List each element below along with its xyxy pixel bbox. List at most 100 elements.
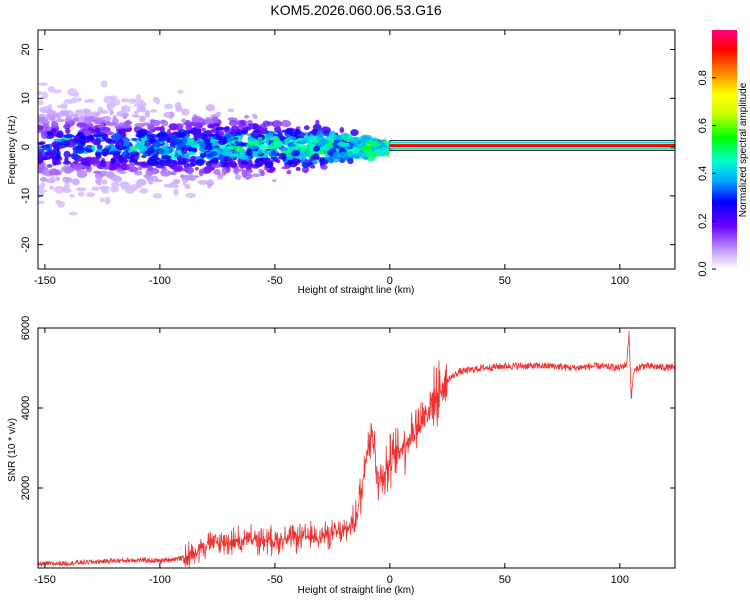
spectrogram-cell — [72, 117, 80, 122]
spectrogram-cell — [287, 143, 296, 148]
spectrogram-cell — [251, 173, 261, 178]
spectrogram-cell — [185, 123, 192, 131]
spectrogram-cell — [247, 171, 252, 179]
spectrogram-cell — [150, 134, 160, 138]
spectrogram-cell — [197, 179, 208, 185]
spectrogram-cell — [106, 103, 116, 109]
spectrogram-cell — [226, 145, 236, 150]
spectrogram-cell — [257, 136, 263, 141]
spectrogram-y-label: Frequency (Hz) — [7, 116, 18, 185]
spectrogram-cell — [97, 106, 104, 114]
spectrogram-cell — [339, 126, 345, 134]
spectrogram-cell — [102, 115, 112, 122]
spectrogram-cell — [177, 89, 184, 94]
spectrogram-cell — [369, 141, 381, 147]
spectrogram-cell — [136, 161, 146, 165]
spectrogram-cell — [38, 116, 48, 123]
x-tick-label: -100 — [149, 275, 171, 287]
spectrogram-cell — [227, 108, 235, 113]
spectrogram-cell — [181, 118, 186, 123]
spectrogram-cell — [198, 168, 204, 177]
spectrogram-cell — [157, 138, 165, 142]
spectrogram-cell — [220, 148, 231, 157]
spectrogram-cell — [172, 179, 180, 185]
spectrogram-cell — [136, 129, 147, 137]
spectrogram-cell — [94, 138, 102, 145]
spectrogram-cell — [326, 144, 331, 150]
spectrogram-cell — [199, 143, 206, 149]
spectrogram-cell — [121, 98, 131, 103]
spectrogram-cell — [38, 142, 44, 146]
spectrogram-cell — [286, 169, 292, 175]
spectrogram-cell — [39, 176, 48, 183]
spectrogram-cell — [72, 149, 78, 155]
spectrogram-cell — [206, 153, 214, 158]
spectrogram-cell — [47, 149, 56, 158]
spectrogram-cell — [111, 133, 122, 140]
spectrogram-cell — [55, 176, 61, 182]
spectrogram-cell — [152, 96, 158, 103]
spectrogram-cell — [312, 146, 321, 152]
spectrogram-cell — [281, 166, 290, 170]
spectrogram-cell — [46, 110, 57, 115]
spectrogram-cell — [87, 127, 93, 131]
spectrogram-cell — [154, 126, 163, 131]
spectrogram-cell — [204, 130, 213, 134]
spectrogram-cell — [71, 178, 80, 186]
spectrogram-cell — [138, 145, 148, 152]
spectrogram-cell — [168, 123, 179, 130]
spectrogram-cell — [76, 187, 87, 192]
spectrogram-cell — [175, 105, 183, 112]
spectrogram-cell — [41, 123, 50, 128]
spectrogram-cell — [83, 130, 93, 136]
spectrogram-cell — [184, 184, 191, 190]
spectrogram-cell — [55, 154, 61, 161]
y-tick-label: 4000 — [20, 396, 32, 420]
spectrogram-cell — [187, 147, 196, 153]
spectrogram-cell — [113, 175, 123, 183]
spectrogram-cell — [97, 178, 103, 182]
spectrogram-cell — [141, 122, 152, 126]
spectrogram-cell — [284, 128, 295, 135]
spectrogram-cell — [339, 143, 351, 148]
spectrogram-cell — [38, 90, 44, 96]
spectrogram-cell — [51, 140, 62, 149]
spectrogram-cell — [135, 94, 142, 100]
spectrogram-cell — [203, 144, 213, 151]
spectrogram-cell — [101, 186, 107, 193]
snr-frame — [37, 327, 676, 569]
spectrogram-cell — [46, 113, 56, 121]
spectrogram-cell — [264, 160, 274, 169]
spectrogram-cell — [349, 136, 361, 144]
spectrogram-cell — [258, 143, 268, 152]
spectrogram-cell — [190, 141, 198, 148]
y-tick-label: 10 — [20, 92, 32, 104]
spectrogram-cell — [67, 88, 78, 96]
spectrogram-cell — [347, 158, 354, 165]
spectrogram-cell — [124, 120, 133, 125]
spectrogram-cell — [70, 97, 78, 104]
spectrogram-cell — [271, 120, 282, 128]
spectrogram-cell — [253, 163, 263, 167]
colorbar-tick-label: 0.4 — [697, 166, 709, 181]
spectrogram-cell — [63, 133, 75, 139]
x-tick-label: -50 — [267, 574, 283, 586]
spectrogram-cell — [164, 146, 170, 155]
spectrogram-cell — [84, 115, 96, 123]
spectrogram-cell — [195, 159, 205, 167]
spectrogram-cell — [272, 179, 277, 183]
spectrogram-cell — [265, 132, 274, 140]
spectrogram-cell — [38, 125, 44, 131]
spectrogram-cell — [251, 113, 257, 118]
colorbar-tick-label: 0.2 — [697, 214, 709, 229]
spectrogram-cell — [103, 95, 114, 104]
spectrogram-cell — [73, 162, 84, 171]
spectrogram-cell — [302, 166, 310, 174]
spectrogram-cell — [172, 138, 183, 145]
spectrogram-cell — [299, 144, 308, 152]
spectrogram-cell — [60, 102, 68, 110]
spectrogram-cell — [169, 134, 177, 139]
spectrogram-cell — [262, 120, 271, 127]
spectrogram-cell — [233, 167, 240, 175]
spectrogram-cell — [234, 140, 239, 145]
